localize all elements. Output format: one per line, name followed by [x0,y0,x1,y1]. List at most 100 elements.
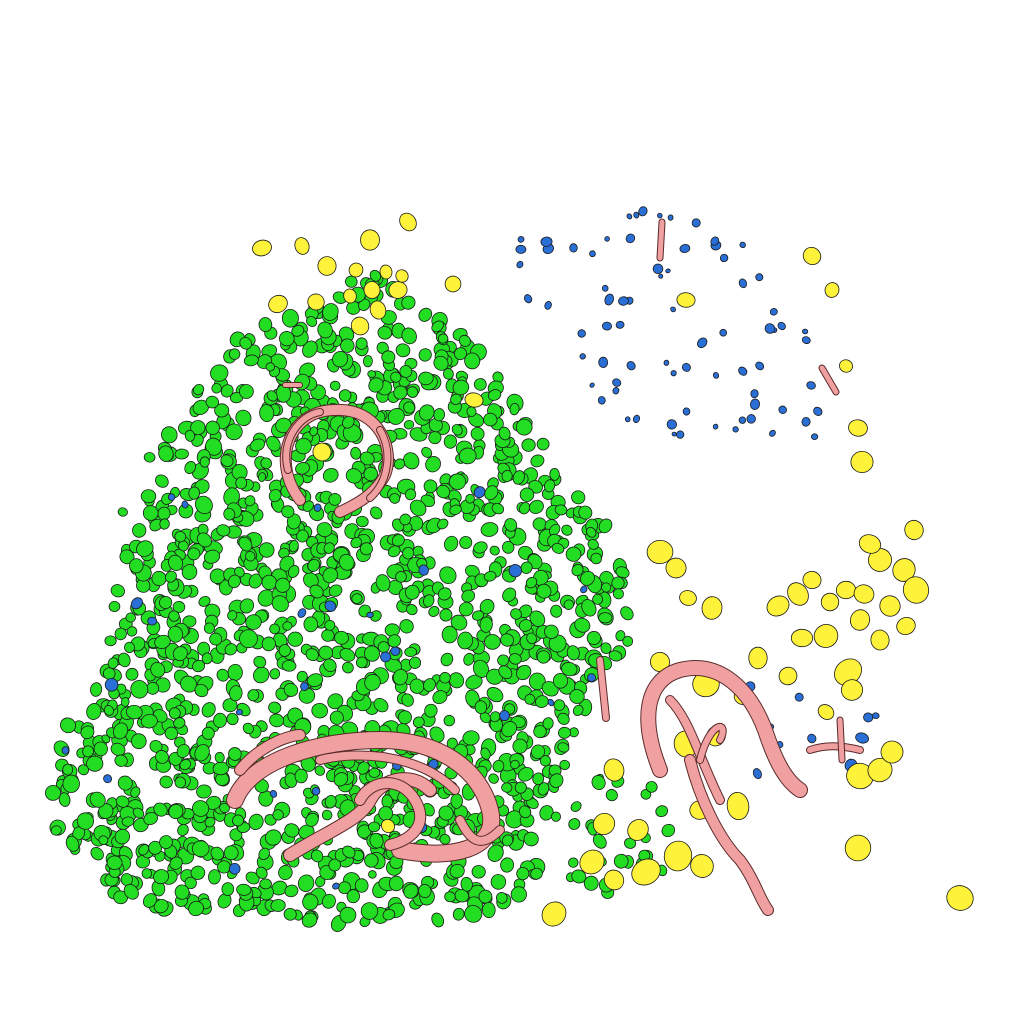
green-cell [536,650,551,664]
green-cell [500,633,515,647]
green-cell [132,523,147,538]
pink-fiber [665,695,725,805]
green-cell [466,406,477,417]
green-cell [174,531,187,543]
blue-cell [657,212,663,219]
pink-fiber [282,408,324,474]
green-cell [512,738,528,754]
green-cell [403,419,415,430]
green-cell [305,648,319,662]
green-cell [194,495,213,515]
green-cell [302,340,318,358]
green-cell [239,629,258,649]
green-cell [620,606,634,621]
pink-fiber-cluster [226,218,864,916]
green-cell [324,794,337,809]
green-cell [297,874,315,892]
green-cell [375,574,391,592]
green-cell [168,707,181,720]
green-cell [418,307,433,322]
green-cell [303,616,319,633]
green-cell [480,747,491,760]
pink-fiber [640,660,808,798]
yellow-cell [312,442,332,462]
blue-cell [366,611,374,619]
green-cell [428,606,440,617]
green-cell [62,763,74,776]
blue-cell [810,433,819,440]
green-cell [508,653,522,665]
yellow-cell [853,584,875,604]
green-cell [196,532,212,548]
green-cell [269,713,285,728]
yellow-cell [787,582,809,606]
green-cell [436,484,451,499]
green-cell [566,645,580,661]
green-cell [501,540,515,554]
green-cell [284,884,299,898]
green-cell [168,610,180,622]
green-cell [363,645,380,662]
green-cell [332,350,349,368]
green-cell [261,344,278,358]
blue-cell [597,396,606,405]
green-cell [164,726,179,740]
green-cell [62,774,80,793]
yellow-cell [904,519,924,541]
green-cell [363,466,379,482]
blue-cell [652,263,664,275]
green-cell [463,652,475,666]
green-cell [458,601,474,617]
pink-fiber [684,754,774,916]
green-cell [188,900,204,917]
green-cell [401,327,417,345]
green-cell [509,402,520,416]
green-cell [239,598,255,614]
yellow-cell [870,629,890,651]
blue-cell [801,417,811,427]
green-cell [194,683,209,698]
green-cell [439,473,452,486]
blue-cell [863,712,874,723]
green-cell [432,690,448,705]
green-cell [574,617,591,633]
green-cell [114,828,130,845]
blue-cell [806,381,816,390]
green-cell [498,665,513,680]
green-cell [270,899,286,912]
green-cell [450,793,463,809]
green-cell [565,546,582,562]
green-cell [339,648,356,662]
blue-cell [670,306,676,313]
green-cell [554,504,568,516]
green-cell [89,791,106,808]
green-cell [359,451,375,466]
yellow-cell [844,834,872,862]
green-cell [395,343,411,358]
green-cell [425,456,441,473]
green-cell [483,571,497,582]
green-cell [204,816,216,828]
green-cell [424,703,438,718]
green-cell [568,857,579,868]
green-cell [279,331,295,347]
green-cell [258,317,273,333]
blue-cell [778,405,787,414]
green-cell [368,377,384,393]
blue-cell [332,882,340,890]
green-cell [515,418,533,436]
green-cell [198,595,211,607]
green-cell [403,401,416,414]
green-cell [117,775,133,791]
green-cell [518,619,533,632]
green-cell [429,726,445,743]
green-cell [278,644,291,657]
green-cell [462,730,480,746]
green-cell [458,334,471,347]
green-cell [192,800,210,817]
green-cell [523,831,539,847]
blue-cell [602,321,612,331]
green-cell [581,599,597,617]
green-cell [388,875,404,892]
